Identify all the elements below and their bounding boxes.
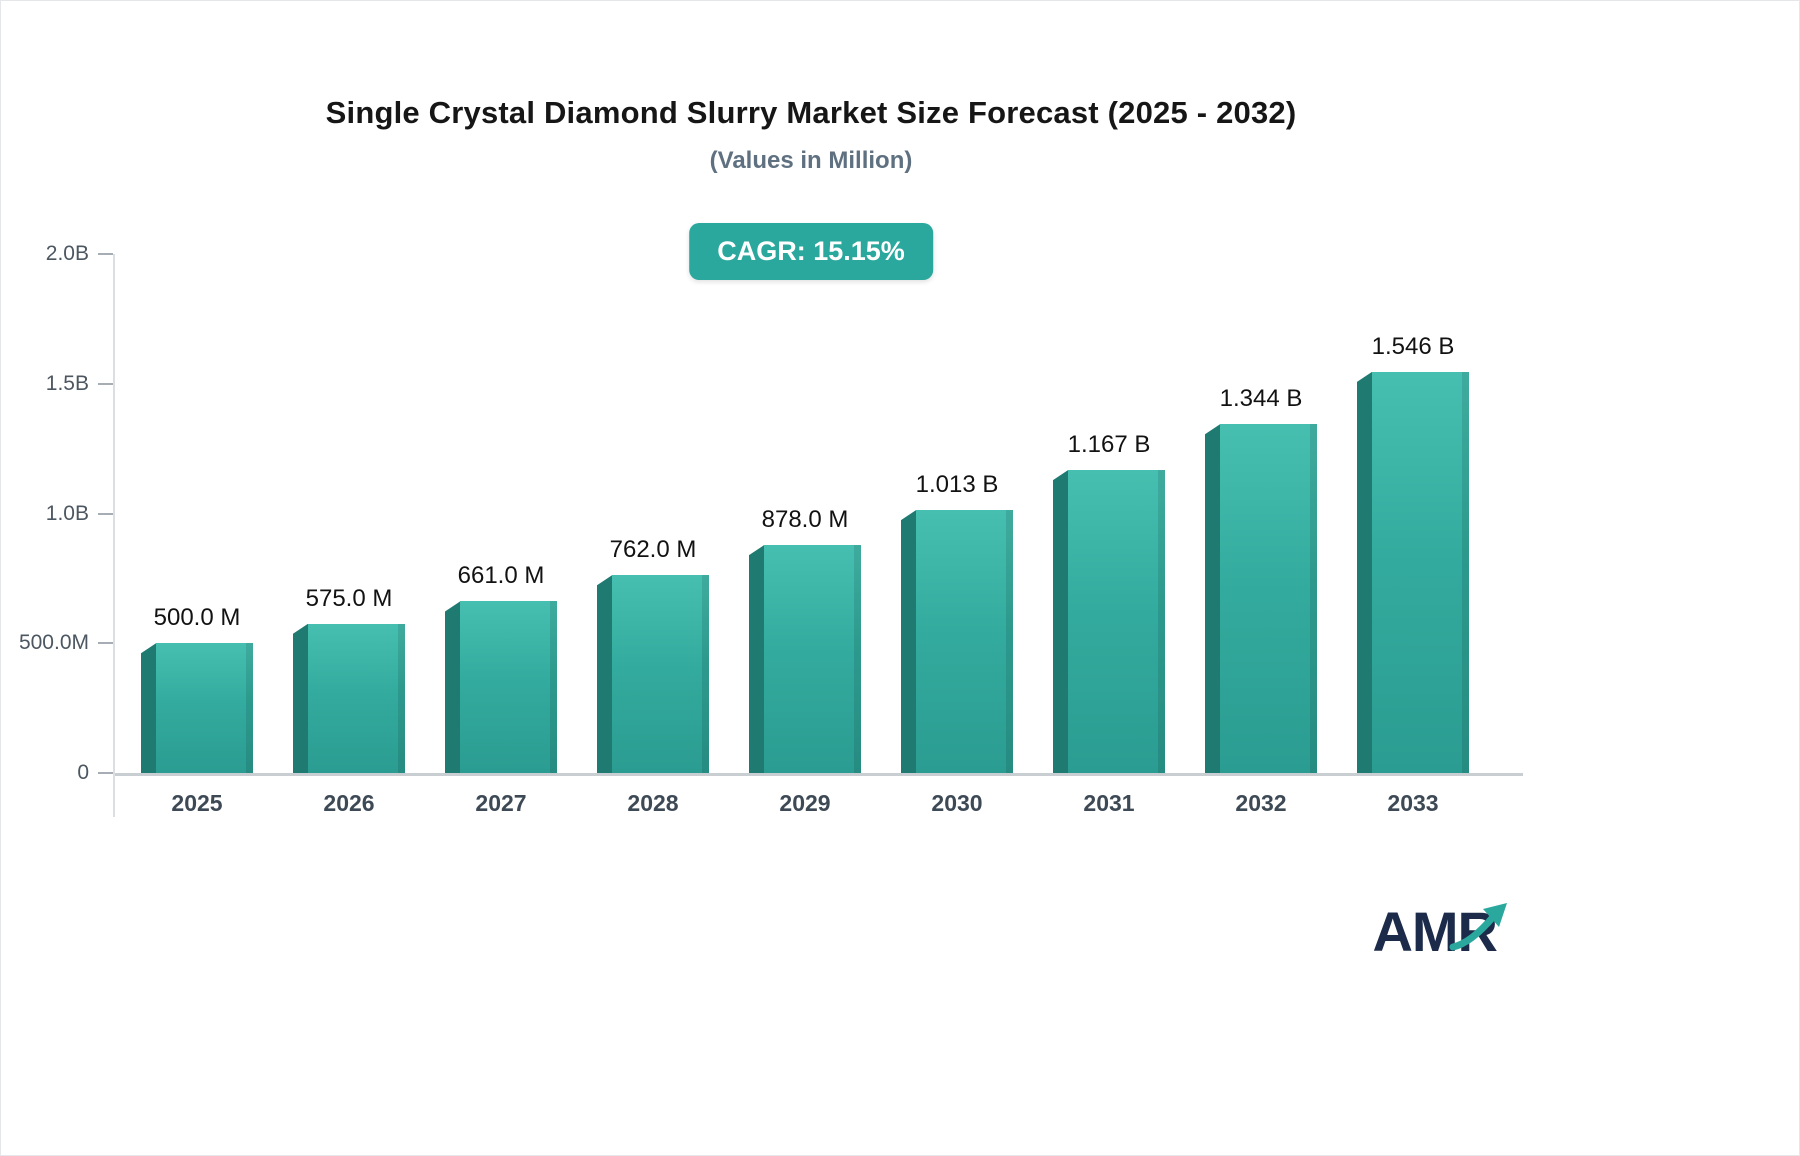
y-tick-label: 2.0B: [45, 242, 89, 265]
bar-2030: 1.013 B: [901, 471, 1013, 773]
bar-front-face: [156, 643, 253, 773]
y-tick-1.5B: 1.5B: [45, 371, 113, 395]
x-label-2031: 2031: [1083, 790, 1135, 816]
bar-side-face: [293, 623, 308, 773]
bar-value-label: 1.344 B: [1219, 385, 1303, 413]
bar-column-2029: 878.0 M: [729, 506, 881, 773]
y-tick-mark: [98, 642, 113, 645]
bar-value-label: 762.0 M: [609, 536, 697, 564]
bar-2028: 762.0 M: [597, 536, 709, 773]
bar-value-label: 878.0 M: [761, 506, 849, 534]
chart-subtitle: (Values in Million): [709, 147, 913, 174]
y-tick-mark: [98, 253, 113, 255]
bar-2029: 878.0 M: [749, 506, 861, 773]
y-tick-label: 0: [77, 761, 89, 784]
y-tick-500.0M: 500.0M: [18, 631, 113, 655]
bar-2027: 661.0 M: [445, 562, 557, 773]
bar-front-face: [460, 601, 557, 773]
y-tick-label: 500.0M: [18, 631, 89, 655]
x-label-2025: 2025: [171, 790, 223, 816]
y-tick-mark: [98, 382, 113, 385]
bar-column-2031: 1.167 B: [1033, 431, 1185, 773]
bar-2026: 575.0 M: [293, 585, 405, 774]
bar-side-face: [445, 601, 460, 773]
bar-column-2033: 1.546 B: [1337, 333, 1489, 774]
x-label-2029: 2029: [779, 790, 831, 816]
bar-column-2026: 575.0 M: [273, 585, 425, 774]
x-axis-baseline: [115, 773, 1523, 776]
bar-side-face: [1205, 424, 1220, 773]
bar-value-label: 500.0 M: [153, 604, 241, 632]
bar-side-face: [901, 510, 916, 773]
x-label-2028: 2028: [627, 790, 679, 816]
x-label-2026: 2026: [323, 790, 375, 816]
bar-front-face: [1372, 371, 1469, 774]
x-label-2032: 2032: [1235, 790, 1287, 816]
bar-front-face: [612, 575, 709, 773]
bar-2032: 1.344 B: [1205, 385, 1317, 773]
bar-side-face: [749, 545, 764, 773]
bar-front-face: [308, 623, 405, 774]
y-tick-label: 1.5B: [45, 371, 89, 395]
plot-area: 500.0 M 575.0 M 661.0 M 762.0 M 878.0 M 1.013…: [113, 254, 1523, 817]
bar-side-face: [1357, 371, 1372, 773]
bar-column-2027: 661.0 M: [425, 562, 577, 773]
y-tick-mark: [98, 772, 113, 774]
bar-value-label: 661.0 M: [457, 562, 545, 590]
y-tick-mark: [98, 512, 113, 515]
y-tick-2.0B: 2.0B: [45, 242, 113, 265]
bar-front-face: [764, 545, 861, 773]
bar-value-label: 1.167 B: [1067, 431, 1151, 459]
bar-value-label: 575.0 M: [305, 584, 393, 612]
cagr-badge: CAGR: 15.15%: [689, 223, 933, 280]
chart-title: Single Crystal Diamond Slurry Market Siz…: [325, 95, 1297, 130]
bar-column-2025: 500.0 M: [121, 604, 273, 773]
bar-column-2032: 1.344 B: [1185, 385, 1337, 773]
bar-value-label: 1.013 B: [915, 471, 999, 499]
bar-2025: 500.0 M: [141, 604, 253, 773]
bar-value-label: 1.546 B: [1371, 332, 1455, 360]
bar-side-face: [141, 643, 156, 773]
growth-arrow-icon: [1449, 903, 1507, 951]
x-label-2033: 2033: [1387, 790, 1439, 816]
y-tick-label: 1.0B: [45, 501, 89, 525]
y-tick-1.0B: 1.0B: [45, 501, 113, 525]
bar-front-face: [1068, 470, 1165, 773]
bar-column-2028: 762.0 M: [577, 536, 729, 773]
x-label-2027: 2027: [475, 790, 527, 816]
bar-side-face: [597, 575, 612, 773]
y-axis: 0 500.0M 1.0B 1.5B 2.0B: [18, 242, 113, 784]
bar-chart: 0 500.0M 1.0B 1.5B 2.0B 500.0 M 575.0 M 661.0 …: [18, 242, 1523, 817]
bar-2033: 1.546 B: [1357, 333, 1469, 774]
amr-logo: AMR: [1372, 899, 1507, 964]
y-tick-0: 0: [77, 761, 113, 784]
bars-row: 500.0 M 575.0 M 661.0 M 762.0 M 878.0 M 1.013…: [115, 254, 1523, 774]
bar-column-2030: 1.013 B: [881, 471, 1033, 773]
x-axis-labels: 2025 2026 2027 2028 2029 2030 2031 2032 2033: [115, 790, 1523, 817]
x-label-2030: 2030: [931, 790, 983, 816]
bar-front-face: [916, 510, 1013, 773]
bar-front-face: [1220, 424, 1317, 773]
bar-side-face: [1053, 470, 1068, 773]
bar-2031: 1.167 B: [1053, 431, 1165, 773]
